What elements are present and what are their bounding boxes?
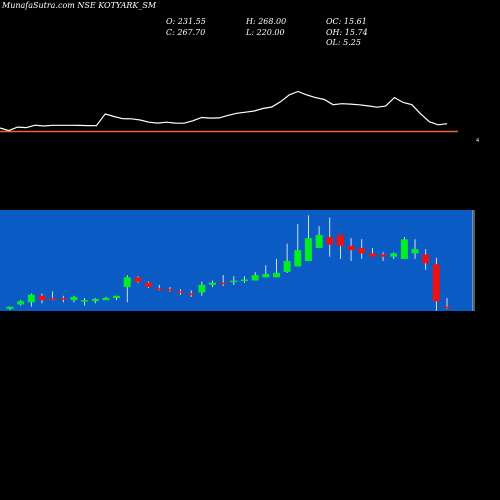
candle-body: [315, 234, 323, 248]
series-line: [0, 90, 448, 132]
header: MunafaSutra.com NSE KOTYARK_SM O: 231.55…: [1, 1, 368, 47]
low-label: L: 220.00: [245, 28, 285, 37]
candle-body: [209, 282, 216, 285]
candle-body: [432, 264, 440, 302]
candle-body: [241, 279, 248, 281]
candle-body: [379, 254, 387, 257]
candle-body: [326, 237, 334, 245]
candle-body: [251, 275, 259, 281]
candle-body: [187, 293, 195, 296]
price-axis-strip: [472, 210, 475, 311]
candle-body: [198, 284, 206, 293]
line-panel: [0, 90, 458, 133]
candle-body: [422, 254, 430, 264]
candle-body: [145, 282, 153, 287]
candle-body: [347, 245, 355, 251]
candle-body: [27, 294, 35, 303]
candle-body: [49, 298, 57, 300]
candle-body: [123, 277, 131, 288]
candle-body: [113, 295, 121, 298]
candle-body: [155, 288, 163, 290]
oc-label: OC: 15.61: [326, 17, 367, 26]
candle-body: [102, 298, 110, 301]
close-label: C: 267.70: [166, 28, 205, 37]
candle-body: [400, 239, 408, 259]
candle-body: [70, 296, 78, 301]
side-marker: 4: [476, 138, 479, 144]
candle-body: [230, 280, 238, 283]
candle-body: [134, 277, 142, 282]
price-axis-ticks: [472, 210, 475, 311]
oh-label: OH: 15.74: [326, 28, 368, 37]
candle-body: [177, 291, 184, 293]
candle-body: [273, 273, 280, 278]
candle-body: [304, 238, 312, 261]
candle-body: [59, 298, 67, 300]
candle-body: [81, 300, 89, 302]
candle-body: [294, 250, 302, 267]
candle-body: [166, 289, 174, 291]
candle-body: [368, 253, 376, 257]
candle-body: [38, 295, 46, 301]
ol-label: OL: 5.25: [326, 38, 361, 47]
candle-body: [390, 253, 398, 257]
high-label: H: 268.00: [245, 17, 286, 26]
open-label: O: 231.55: [166, 17, 206, 26]
candle-body: [283, 261, 291, 272]
candle-body: [219, 282, 227, 285]
candle-body: [262, 274, 270, 278]
chart-title: MunafaSutra.com NSE KOTYARK_SM: [1, 1, 157, 10]
candle-body: [17, 301, 25, 305]
candle-body: [443, 306, 451, 309]
candle-body: [411, 249, 419, 254]
candle-body: [91, 299, 99, 302]
candle-body: [336, 234, 344, 246]
candle-body: [6, 306, 14, 309]
candle-body: [358, 248, 366, 254]
candle-panel-background: [0, 210, 473, 311]
candle-panel: [6, 215, 451, 311]
